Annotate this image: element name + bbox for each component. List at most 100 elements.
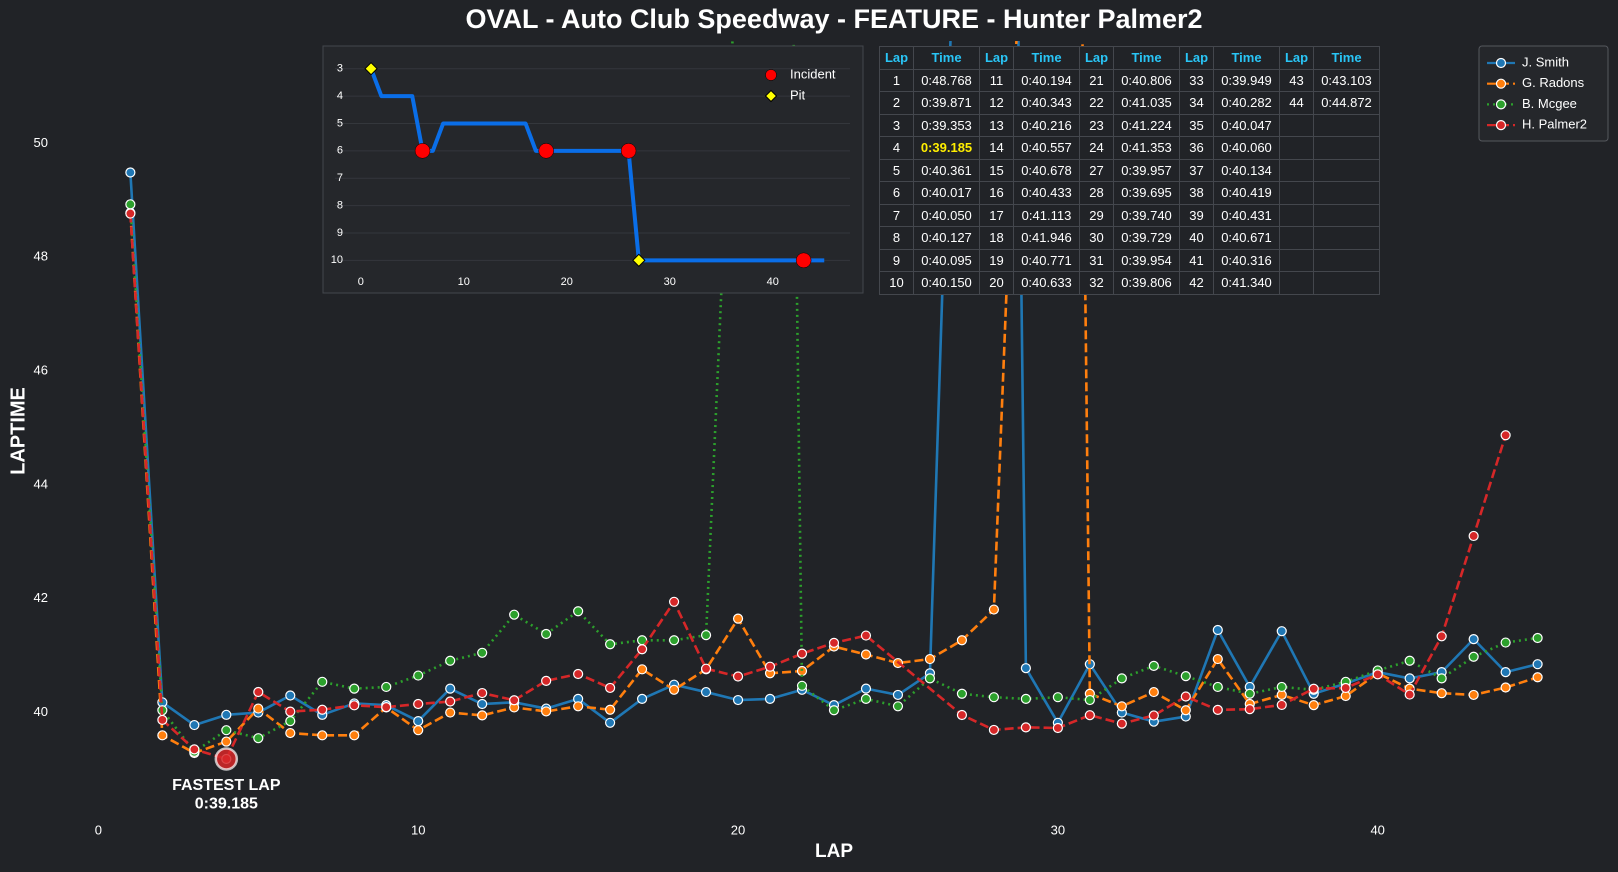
y-tick-label: 9 [337, 227, 343, 239]
y-tick-label: 44 [34, 476, 48, 491]
empty-cell [1279, 226, 1314, 250]
empty-cell [1313, 158, 1380, 182]
table-row: 6 0:40.017 16 0:40.433 28 0:39.695 38 0:40.419 [879, 181, 1380, 205]
lap-time: 0:40.282 [1213, 91, 1280, 115]
lap-number: 9 [879, 248, 914, 272]
y-tick-label: 50 [34, 135, 48, 150]
annotation-text: FASTEST LAP [172, 777, 281, 794]
lap-number: 19 [979, 248, 1014, 272]
lap-time: 0:40.771 [1013, 248, 1080, 272]
column-header: Lap [1079, 46, 1114, 70]
data-point [700, 663, 712, 674]
lap-number: 1 [879, 68, 914, 92]
data-point [732, 671, 744, 682]
table-row: 10 0:40.150 20 0:40.633 32 0:39.806 42 0:41.340 [879, 271, 1380, 295]
empty-cell [1279, 158, 1314, 182]
data-point [541, 628, 552, 640]
data-point [796, 665, 808, 677]
fastest-lap-marker [214, 747, 239, 771]
data-point [1020, 663, 1031, 674]
legend-marker [1495, 99, 1507, 110]
column-header: Lap [1179, 46, 1214, 70]
data-point [828, 637, 840, 648]
y-tick-label: 3 [337, 63, 343, 75]
lap-number: 24 [1079, 136, 1114, 160]
x-tick-label: 40 [767, 276, 779, 288]
data-point [1116, 718, 1127, 729]
data-point [413, 698, 424, 710]
data-point [189, 719, 200, 731]
table-row: 8 0:40.127 18 0:41.946 30 0:39.729 40 0:40.671 [879, 226, 1380, 250]
data-point [541, 675, 552, 686]
data-point [1468, 689, 1479, 701]
legend-label: G. Radons [1522, 75, 1585, 90]
x-tick-label: 0 [95, 822, 102, 837]
x-tick-label: 10 [411, 822, 425, 837]
annotation-text: 0:39.185 [195, 796, 258, 813]
chart-title: OVAL - Auto Club Speedway - FEATURE - Hu… [465, 4, 1202, 34]
legend-label: B. Mcgee [1522, 96, 1577, 111]
data-point [860, 683, 872, 694]
legend-marker [1495, 57, 1507, 69]
lap-time: 0:40.047 [1213, 113, 1280, 137]
lap-number: 7 [879, 203, 914, 227]
lap-time: 0:40.361 [913, 158, 980, 182]
x-tick-label: 40 [1370, 822, 1384, 837]
data-point [988, 724, 1000, 736]
lap-number: 12 [979, 91, 1014, 115]
column-header: Lap [879, 46, 914, 70]
lap-time: 0:39.806 [1113, 271, 1180, 295]
legend-label: J. Smith [1522, 54, 1569, 69]
data-point [381, 681, 392, 693]
lap-time: 0:39.185 [913, 136, 980, 160]
data-point [1212, 681, 1223, 693]
data-point [668, 596, 680, 607]
data-point [605, 704, 616, 715]
data-point [157, 730, 168, 741]
data-point [1244, 688, 1255, 699]
empty-cell [1313, 203, 1380, 227]
data-point [1532, 672, 1543, 683]
lap-number: 39 [1179, 203, 1214, 227]
lap-time: 0:48.768 [913, 68, 980, 92]
lap-number: 29 [1079, 203, 1114, 227]
lap-number: 2 [879, 91, 914, 115]
data-point [573, 606, 584, 617]
event-marker [795, 252, 812, 269]
lap-number: 11 [979, 68, 1014, 92]
plot-area [364, 61, 825, 269]
x-axis-label: LAP [815, 841, 853, 862]
data-point [1244, 704, 1255, 715]
data-point [1276, 699, 1287, 711]
lap-number: 28 [1079, 181, 1114, 205]
legend-marker [765, 69, 777, 81]
data-point [317, 730, 328, 741]
data-point [1084, 710, 1095, 721]
column-header: Lap [979, 46, 1014, 70]
lap-time: 0:41.946 [1013, 226, 1080, 250]
data-point [956, 709, 968, 721]
lap-number: 23 [1079, 113, 1114, 137]
data-point [1532, 659, 1543, 670]
legend-label: Pit [790, 87, 806, 102]
data-point [477, 687, 488, 699]
lap-number: 38 [1179, 181, 1214, 205]
data-point [1340, 682, 1351, 694]
lap-time: 0:39.949 [1213, 68, 1280, 92]
data-point [381, 702, 392, 713]
data-point [796, 648, 808, 659]
x-tick-label: 0 [358, 276, 364, 288]
data-point [445, 655, 456, 666]
data-point [828, 705, 840, 716]
data-point [1148, 660, 1159, 671]
lap-number: 41 [1179, 248, 1214, 272]
data-point [1404, 689, 1415, 700]
data-point [668, 635, 680, 646]
lap-time: 0:39.353 [913, 113, 980, 137]
data-point [1212, 624, 1223, 636]
data-point [509, 609, 520, 620]
data-point [1500, 682, 1511, 693]
y-axis-label: LAPTIME [7, 387, 29, 475]
